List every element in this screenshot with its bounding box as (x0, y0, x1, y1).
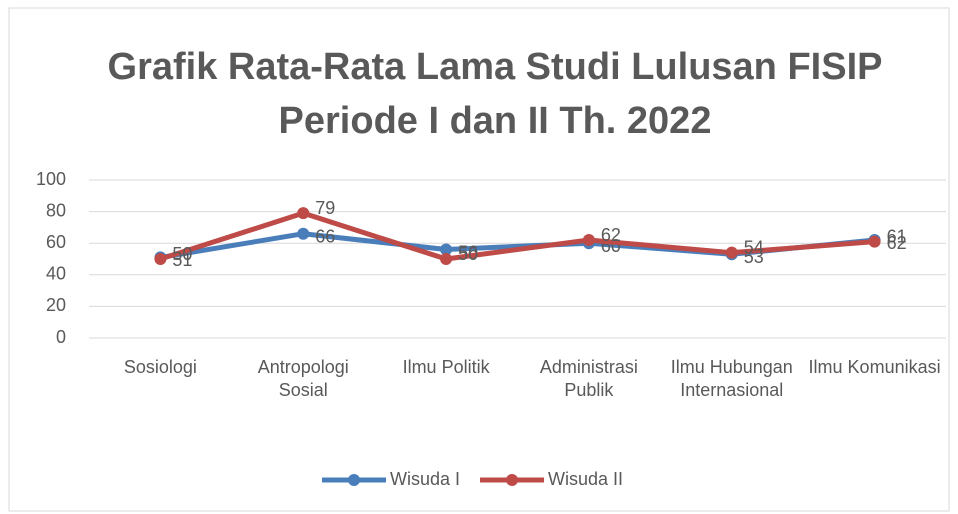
data-point (868, 235, 881, 248)
x-tick-label: Ilmu Komunikasi (808, 357, 941, 377)
data-point (154, 253, 167, 265)
x-tick-label: Sosiologi (123, 357, 197, 377)
series-line (159, 210, 875, 262)
data-label: 66 (315, 226, 335, 246)
data-point (440, 253, 453, 265)
data-point (297, 207, 310, 220)
chart-title: Grafik Rata-Rata Lama Studi Lulusan FISI… (107, 46, 883, 142)
data-point (297, 227, 310, 240)
data-label: 62 (601, 225, 621, 245)
x-tick-label: Administrasi Publik (539, 357, 638, 400)
data-label: 79 (315, 198, 335, 218)
y-tick-label: 40 (46, 264, 66, 284)
y-tick-label: 60 (46, 232, 66, 252)
data-label: 50 (458, 244, 478, 264)
legend-label: Wisuda II (548, 469, 623, 489)
x-tick-label: Antropologi Sosial (257, 357, 349, 400)
legend-label: Wisuda I (390, 469, 460, 489)
data-label: 50 (172, 244, 192, 264)
legend-marker (506, 474, 519, 486)
x-tick-label: Ilmu Politik (402, 357, 490, 377)
data-label: 62 (887, 233, 907, 253)
data-label: 61 (887, 226, 907, 246)
x-tick-label: Ilmu Hubungan Internasional (670, 357, 793, 400)
data-point (725, 246, 738, 259)
legend-marker (348, 474, 360, 486)
data-label: 54 (744, 237, 764, 257)
y-tick-label: 100 (36, 169, 66, 189)
y-tick-label: 20 (46, 295, 66, 315)
data-point (582, 234, 595, 247)
y-tick-label: 80 (46, 200, 66, 220)
data-point (440, 243, 453, 256)
y-tick-label: 0 (56, 327, 66, 347)
